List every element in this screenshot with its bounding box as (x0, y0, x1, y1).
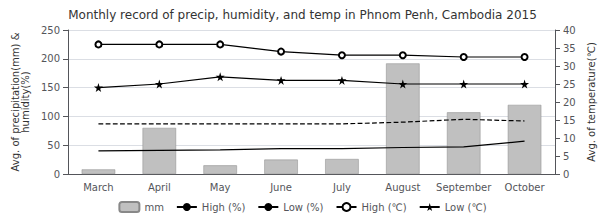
svg-text:September: September (436, 182, 492, 193)
svg-text:June: June (269, 182, 292, 193)
svg-text:Low (%): Low (%) (283, 202, 323, 213)
svg-text:150: 150 (41, 82, 60, 93)
svg-text:May: May (210, 182, 231, 193)
svg-text:April: April (148, 182, 171, 193)
svg-text:High (℃): High (℃) (362, 202, 407, 213)
svg-text:10: 10 (563, 133, 576, 144)
svg-text:25: 25 (563, 79, 576, 90)
svg-text:Monthly record of precip, humi: Monthly record of precip, humidity, and … (68, 8, 537, 22)
svg-text:mm: mm (144, 202, 163, 213)
svg-text:humidity(%): humidity(%) (20, 71, 31, 133)
svg-text:20: 20 (563, 97, 576, 108)
svg-text:0: 0 (563, 169, 569, 180)
svg-text:200: 200 (41, 53, 60, 64)
svg-text:0: 0 (54, 169, 60, 180)
svg-text:October: October (505, 182, 546, 193)
svg-text:July: July (332, 182, 351, 193)
svg-text:100: 100 (41, 111, 60, 122)
svg-text:30: 30 (563, 61, 576, 72)
svg-text:Avg. of precipitation(mm) &: Avg. of precipitation(mm) & (9, 32, 21, 172)
svg-text:40: 40 (563, 25, 576, 36)
svg-text:35: 35 (563, 43, 576, 54)
svg-text:August: August (385, 182, 420, 193)
svg-text:Avg. of temperature(℃): Avg. of temperature(℃) (586, 42, 597, 162)
svg-text:50: 50 (47, 140, 60, 151)
svg-text:15: 15 (563, 115, 576, 126)
svg-text:250: 250 (41, 25, 60, 36)
svg-text:Low (℃): Low (℃) (445, 202, 487, 213)
svg-text:March: March (83, 182, 113, 193)
svg-text:High (%): High (%) (202, 202, 246, 213)
svg-text:5: 5 (563, 151, 569, 162)
